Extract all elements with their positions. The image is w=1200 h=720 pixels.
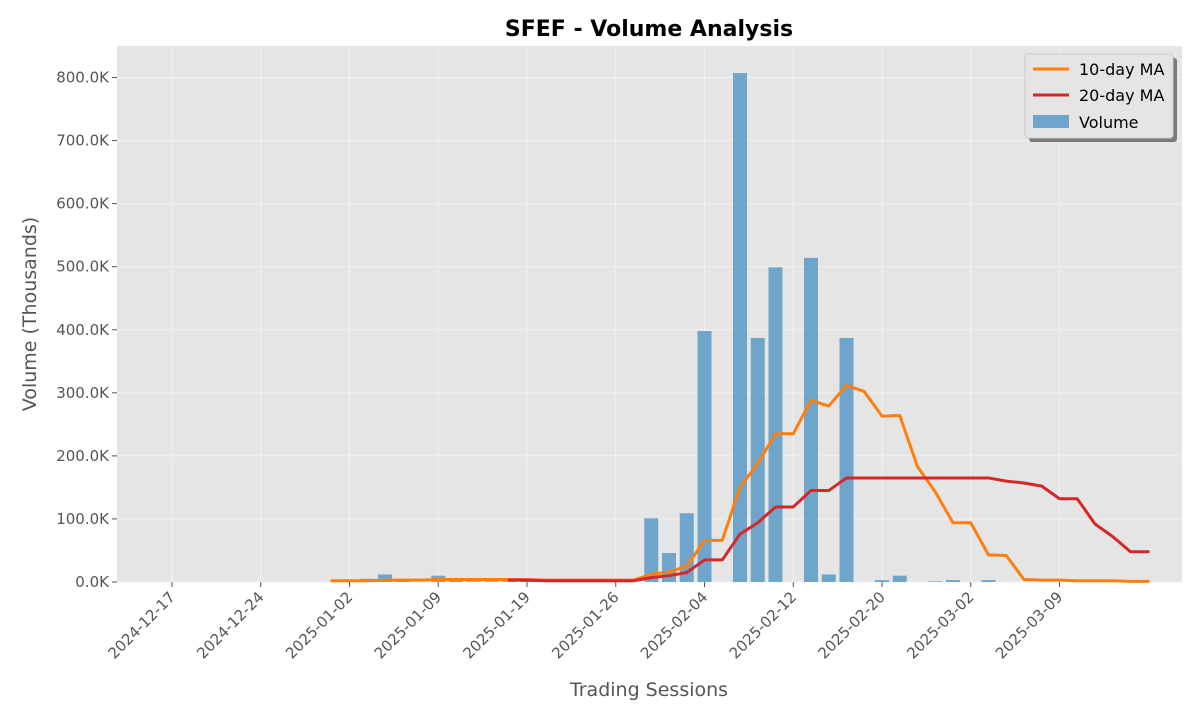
volume-bar (644, 518, 659, 582)
y-tick-label: 0.0K (75, 573, 110, 591)
volume-bar (520, 581, 534, 582)
volume-bar (697, 331, 712, 582)
volume-bar (804, 257, 818, 582)
volume-bar (466, 581, 481, 582)
x-axis-label: Trading Sessions (569, 679, 728, 701)
y-tick-label: 100.0K (56, 510, 110, 528)
chart-legend: 10-day MA 20-day MA Volume (1024, 53, 1177, 142)
volume-bar (679, 513, 694, 582)
volume-bar (768, 267, 783, 582)
volume-bar (892, 575, 907, 582)
y-tick-label: 700.0K (56, 132, 110, 150)
volume-bar (395, 581, 410, 582)
y-tick-label: 200.0K (56, 447, 110, 465)
y-tick-label: 800.0K (56, 69, 110, 87)
volume-bar (875, 580, 889, 582)
volume-bar (821, 574, 836, 582)
legend-label-10-day-ma: 10-day MA (1079, 60, 1164, 79)
legend-label-volume: Volume (1079, 113, 1139, 132)
volume-bar (733, 73, 747, 582)
plot-area (117, 46, 1182, 582)
volume-bar (750, 337, 765, 582)
line-10-day-ma (330, 383, 1150, 583)
y-tick-label: 300.0K (56, 384, 110, 402)
volume-bar (378, 574, 392, 582)
volume-bar (839, 337, 854, 582)
legend-label-20-day-ma: 20-day MA (1079, 86, 1164, 105)
volume-bar (502, 581, 517, 582)
ma-lines (330, 383, 1150, 583)
legend-swatch-volume (1033, 115, 1069, 128)
line-20-day-ma (507, 476, 1150, 583)
y-tick-label: 600.0K (56, 195, 110, 213)
chart-title: SFEF - Volume Analysis (505, 17, 793, 42)
volume-bar (946, 580, 960, 582)
y-tick-label: 500.0K (56, 258, 110, 276)
volume-bar (484, 581, 499, 582)
y-axis-label: Volume (Thousands) (19, 217, 41, 411)
volume-bars (360, 73, 996, 582)
volume-bar (981, 580, 996, 582)
volume-bar (449, 580, 463, 582)
y-axis-ticks: 0.0K 100.0K 200.0K 300.0K 400.0K 500.0K 600.0K… (56, 69, 117, 591)
grid-lines (117, 46, 1182, 583)
y-tick-label: 400.0K (56, 321, 110, 339)
volume-bar (928, 581, 943, 582)
